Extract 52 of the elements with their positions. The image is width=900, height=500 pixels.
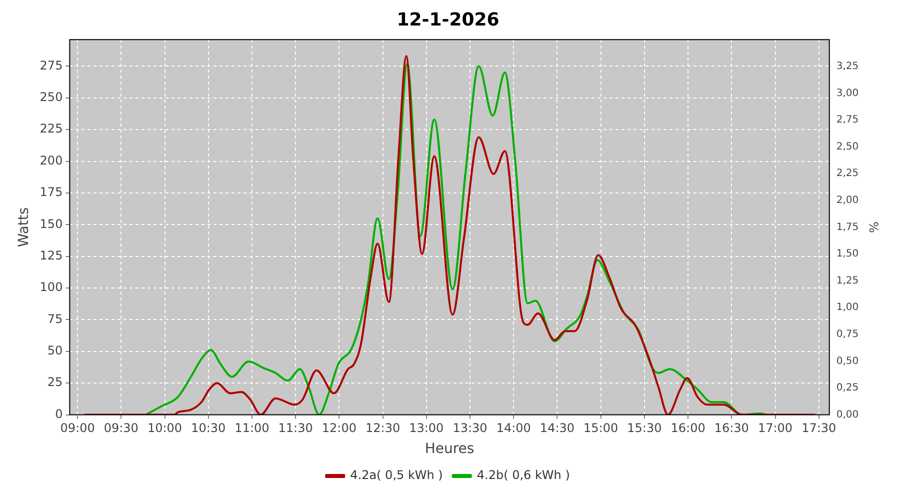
x-tick-label: 14:30 [540, 421, 575, 436]
y2-tick-label: 0,00 [836, 409, 859, 420]
y-axis-title: Watts [16, 207, 32, 248]
x-tick-label: 15:00 [584, 421, 618, 436]
y-tick-label: 75 [47, 312, 63, 326]
y-tick-label: 225 [40, 122, 63, 136]
chart-title: 12-1-2026 [396, 9, 500, 30]
y2-tick-label: 2,25 [836, 168, 859, 180]
y-tick-label: 125 [40, 248, 63, 262]
y-tick-label: 0 [55, 406, 63, 421]
x-tick-label: 15:30 [627, 421, 662, 436]
y2-tick-label: 1,25 [836, 275, 859, 286]
y2-axis-title: % [866, 221, 881, 233]
x-tick-label: 11:00 [234, 421, 270, 436]
y2-tick-label: 0,25 [836, 382, 859, 394]
y-tick-label: 50 [47, 344, 63, 358]
x-tick-label: 10:30 [191, 421, 226, 436]
x-tick-label: 11:30 [278, 421, 313, 436]
x-tick-label: 13:00 [409, 421, 444, 436]
x-tick-label: 17:30 [802, 421, 836, 436]
y-tick-label: 100 [40, 280, 63, 294]
y2-tick-label: 2,75 [836, 114, 859, 126]
y2-tick-label: 3,25 [836, 60, 859, 72]
y-tick-label: 175 [40, 185, 63, 200]
line-series [84, 55, 816, 415]
y2-tick-label: 1,00 [836, 302, 859, 314]
legend-label: 4.2a( 0,5 kWh ) [350, 468, 443, 482]
y-tick-label: 275 [40, 58, 63, 72]
x-tick-label: 16:00 [670, 421, 706, 436]
y-tick-label: 25 [47, 375, 63, 390]
y-tick-label: 150 [40, 216, 63, 231]
x-tick-label: 16:30 [714, 421, 749, 436]
x-tick-label: 13:30 [452, 421, 488, 436]
x-tick-label: 09:00 [60, 421, 95, 436]
x-tick-label: 17:00 [758, 421, 793, 436]
y-tick-label: 250 [40, 90, 63, 104]
y2-tick-label: 3,00 [836, 88, 859, 99]
x-axis-title: Heures [424, 441, 474, 458]
legend-label: 4.2b( 0,6 kWh ) [476, 468, 570, 482]
y2-tick-label: 0,75 [836, 328, 859, 340]
x-tick-label: 10:00 [147, 421, 182, 436]
line-series [144, 62, 768, 415]
x-tick-label: 12:00 [322, 421, 356, 436]
y2-tick-label: 1,75 [836, 222, 859, 233]
y2-tick-label: 2,00 [836, 194, 859, 206]
x-tick-label: 14:00 [496, 421, 531, 436]
x-tick-label: 12:30 [366, 421, 400, 436]
y2-tick-label: 0,50 [836, 356, 859, 367]
y2-tick-label: 1,50 [836, 248, 859, 260]
y-tick-label: 200 [40, 153, 63, 168]
y2-tick-label: 2,50 [836, 141, 859, 152]
x-tick-label: 09:30 [104, 421, 138, 436]
